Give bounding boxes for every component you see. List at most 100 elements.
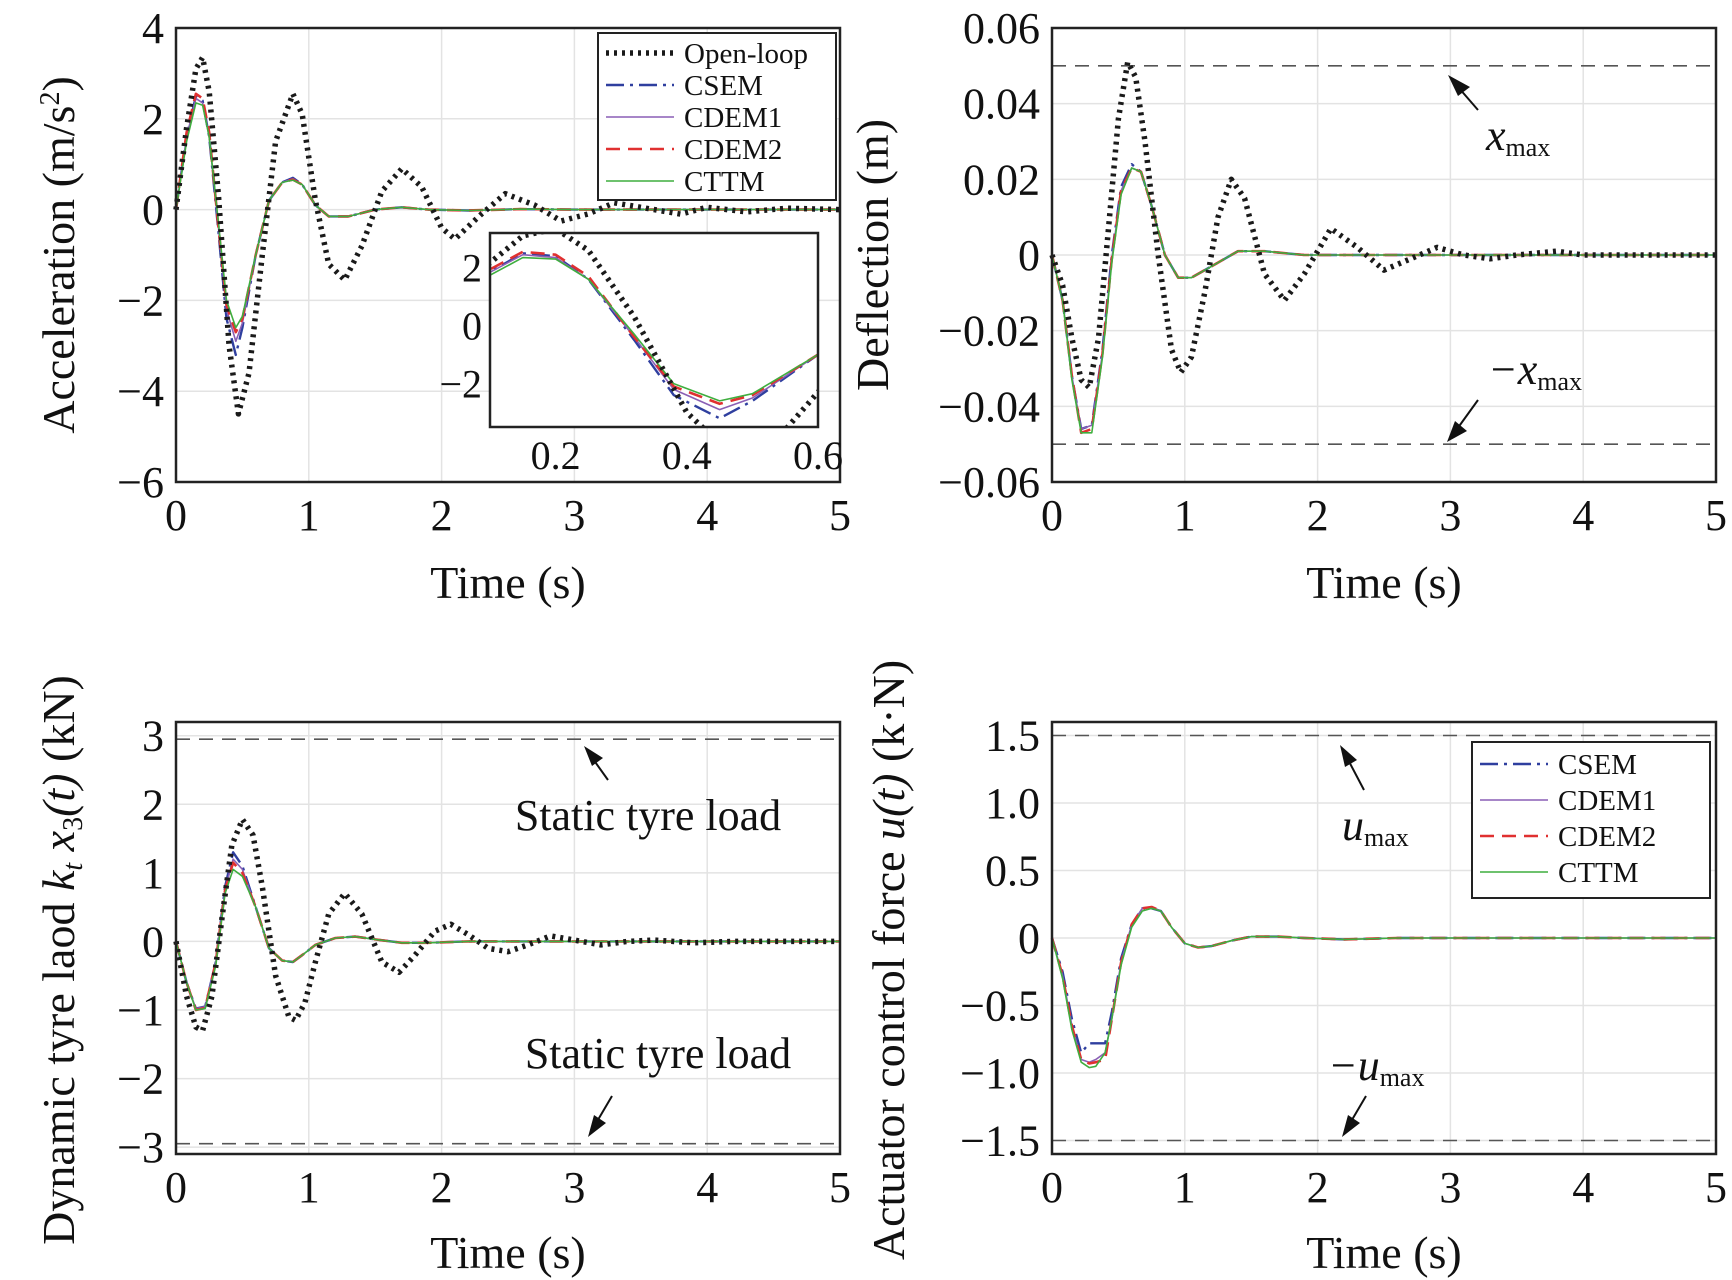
deflection-xmax-arrow-head [1448, 75, 1470, 96]
acceleration-y-tick-label: −6 [117, 458, 164, 507]
acceleration-legend-label-csem: CSEM [684, 70, 763, 102]
force-umax-label: umax [1342, 801, 1409, 852]
tyre-lower-label: Static tyre load [525, 1029, 791, 1078]
tyre-load-series [173, 816, 840, 1034]
deflection-x-tick-label: 0 [1041, 491, 1063, 540]
tyre-y-tick-label: −1 [117, 986, 164, 1035]
tyre-load-x-axis-label: Time (s) [430, 1227, 586, 1278]
deflection-y-tick-label: 0.06 [963, 4, 1040, 53]
force-y-tick-label: 0.5 [985, 847, 1040, 896]
tyre-upper-arrow-head [584, 746, 603, 766]
force-y-tick-label: 1.0 [985, 779, 1040, 828]
tyre-x-tick-label: 3 [563, 1163, 585, 1212]
force-neg-umax-annotation: −umax [1328, 1041, 1424, 1137]
acceleration-x-tick-label: 3 [563, 491, 585, 540]
acceleration-inset-frame [488, 231, 820, 429]
tyre-series-cttm-line [175, 868, 840, 1011]
acceleration-x-tick-label: 1 [298, 491, 320, 540]
acceleration-y-tick-label: 4 [142, 4, 164, 53]
tyre-y-tick-label: 1 [142, 849, 164, 898]
deflection-plot-frame [1050, 26, 1718, 484]
acceleration-inset-y-tick-label: 2 [462, 246, 482, 291]
actuator-force-legend-label-csem: CSEM [1558, 749, 1637, 781]
tyre-load-plot-frame [174, 720, 842, 1156]
tyre-series-csem-line [174, 851, 840, 1010]
acceleration-series-cttm-line [175, 102, 840, 329]
deflection-x-tick-label: 2 [1307, 491, 1329, 540]
acceleration-y-tick-label: −4 [117, 367, 164, 416]
deflection-series-cttm-line [1051, 167, 1716, 434]
acceleration-x-tick-label: 5 [829, 491, 851, 540]
force-y-tick-label: −0.5 [960, 982, 1040, 1031]
actuator-force-tick-labels: 0 1 2 3 4 5 −1.5 −1.0 −0.5 0 0.5 1.0 1.5 [960, 712, 1727, 1213]
actuator-force-panel: 0 1 2 3 4 5 −1.5 −1.0 −0.5 0 0.5 1.0 1.5 Time (s) Ac… [863, 660, 1727, 1278]
actuator-force-reference-lines [1052, 734, 1716, 1142]
deflection-xmax-label: xmax [1485, 111, 1550, 162]
deflection-x-tick-label: 3 [1439, 491, 1461, 540]
tyre-x-tick-label: 4 [696, 1163, 718, 1212]
acceleration-x-tick-label: 4 [696, 491, 718, 540]
deflection-x-tick-label: 1 [1174, 491, 1196, 540]
tyre-y-tick-label: −2 [117, 1055, 164, 1104]
acceleration-inset-tick-labels: 0.2 0.4 0.6 −2 0 2 [439, 246, 843, 478]
tyre-load-y-axis-label: Dynamic tyre laod kt x3(t) (kN) [33, 675, 89, 1245]
acceleration-legend-label-cdem2: CDEM2 [684, 134, 782, 166]
force-neg-umax-arrow-head [1342, 1115, 1360, 1137]
tyre-lower-annotation: Static tyre load [525, 1029, 791, 1137]
force-y-tick-label: −1.0 [960, 1049, 1040, 1098]
force-y-tick-label: 0 [1018, 914, 1040, 963]
force-series-cttm-line [1051, 907, 1716, 1069]
acceleration-inset-x-tick-label: 0.4 [662, 433, 712, 478]
tyre-x-tick-label: 0 [165, 1163, 187, 1212]
acceleration-inset-series-cdem2-line [490, 250, 818, 406]
acceleration-plot-frame [174, 26, 842, 484]
deflection-y-tick-label: −0.06 [938, 458, 1040, 507]
actuator-force-series [1050, 905, 1716, 1069]
deflection-x-tick-label: 5 [1705, 491, 1727, 540]
force-x-tick-label: 2 [1307, 1163, 1329, 1212]
deflection-panel: 0 1 2 3 4 5 −0.06 −0.04 −0.02 0 0.02 0.04 0.06 Time … [847, 4, 1727, 608]
force-x-tick-label: 3 [1439, 1163, 1461, 1212]
acceleration-y-tick-label: 2 [142, 95, 164, 144]
tyre-y-tick-label: −3 [117, 1123, 164, 1172]
deflection-series-openloop-line [1049, 59, 1716, 391]
acceleration-legend-label-openloop: Open-loop [684, 38, 808, 70]
force-x-tick-label: 1 [1174, 1163, 1196, 1212]
tyre-load-tick-labels: 0 1 2 3 4 5 −3 −2 −1 0 1 2 3 [117, 712, 851, 1212]
acceleration-y-tick-label: 0 [142, 186, 164, 235]
acceleration-inset: 0.2 0.4 0.6 −2 0 2 [439, 231, 843, 478]
tyre-load-grid [175, 722, 841, 1154]
acceleration-tick-labels: 0 1 2 3 4 5 −6 −4 −2 0 2 4 [117, 4, 851, 540]
deflection-reference-lines [1052, 65, 1716, 445]
tyre-series-openloop-line [173, 816, 840, 1034]
deflection-neg-xmax-annotation: −xmax [1447, 345, 1582, 442]
deflection-y-tick-label: −0.04 [938, 382, 1040, 431]
deflection-y-tick-label: 0.02 [963, 155, 1040, 204]
tyre-y-tick-label: 2 [142, 780, 164, 829]
acceleration-x-tick-label: 0 [165, 491, 187, 540]
acceleration-y-axis-label: Acceleration (m/s2) [33, 76, 84, 434]
force-x-tick-label: 5 [1705, 1163, 1727, 1212]
tyre-x-tick-label: 5 [829, 1163, 851, 1212]
acceleration-x-tick-label: 2 [431, 491, 453, 540]
tyre-upper-label: Static tyre load [515, 791, 781, 840]
acceleration-legend-label-cttm: CTTM [684, 166, 765, 198]
force-series-cdem2-line [1050, 905, 1716, 1065]
actuator-force-legend-label-cdem2: CDEM2 [1558, 821, 1656, 853]
acceleration-series-openloop-line [173, 54, 841, 417]
deflection-y-tick-label: 0.04 [963, 80, 1040, 129]
deflection-neg-xmax-label: −xmax [1488, 345, 1582, 396]
actuator-force-legend-label-cttm: CTTM [1558, 857, 1639, 889]
tyre-series-cdem2-line [174, 861, 840, 1012]
actuator-force-x-axis-label: Time (s) [1306, 1227, 1462, 1278]
deflection-neg-xmax-arrow-head [1447, 421, 1467, 442]
actuator-force-legend: CSEM CDEM1 CDEM2 CTTM [1471, 741, 1711, 899]
force-umax-arrow-head [1340, 745, 1357, 767]
force-series-cdem1-line [1051, 906, 1716, 1063]
acceleration-legend-label-cdem1: CDEM1 [684, 102, 782, 134]
tyre-upper-annotation: Static tyre load [515, 746, 781, 840]
actuator-force-y-axis-label: Actuator control force u(t) (k·N) [863, 660, 914, 1260]
tyre-x-tick-label: 1 [298, 1163, 320, 1212]
